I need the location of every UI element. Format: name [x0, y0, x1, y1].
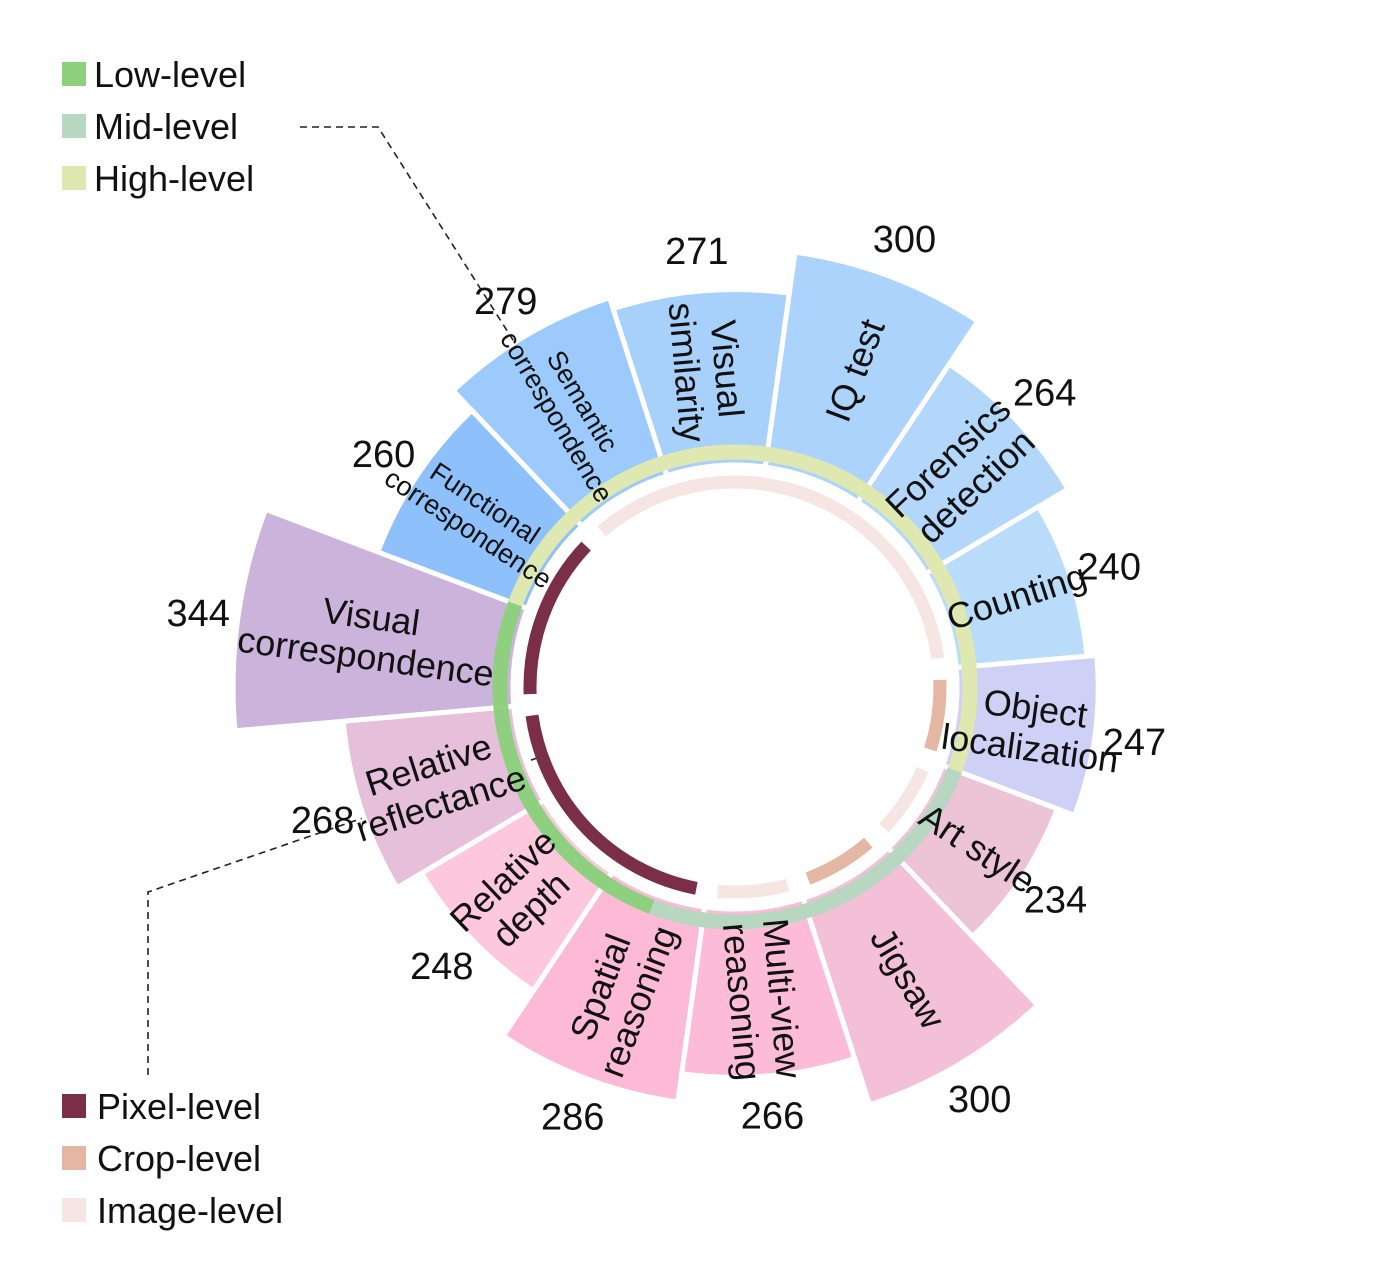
count-label-visual-correspondence: 344 [166, 593, 229, 635]
legend-granularity: Pixel-level Crop-level Image-level [62, 1086, 283, 1231]
count-label-object-localization: 247 [1103, 722, 1166, 764]
count-label-spatial-reasoning: 286 [541, 1096, 604, 1138]
category-label-line: Visual [703, 318, 752, 419]
segment-relative-reflectance [340, 703, 547, 891]
legend-item-high-level: High-level [62, 158, 254, 199]
count-label-counting: 240 [1078, 546, 1141, 588]
legend-level: Low-level Mid-level High-level [62, 54, 254, 199]
outer-ring-low-level [492, 601, 523, 709]
segment-semantic-correspondence [450, 295, 670, 529]
outer-ring-high-level [508, 444, 978, 773]
legend-swatch-pixel-level [62, 1094, 86, 1118]
level-ring-outer [492, 444, 978, 930]
category-label-multi-view-reasoning: Multi-viewreasoning [715, 917, 810, 1084]
granularity-ring-inner [523, 475, 947, 899]
legend-label-crop-level: Crop-level [97, 1138, 261, 1179]
legend-swatch-low-level [62, 62, 86, 86]
count-label-relative-depth: 248 [410, 946, 473, 988]
category-segments [230, 249, 1101, 1108]
count-label-visual-similarity: 271 [665, 231, 728, 273]
count-labels: 344 260 279 271 300 264 240 247 234 300 266 286 248 2… [166, 219, 1166, 1138]
segment-iq-test [762, 249, 981, 505]
inner-ring-crop-level [924, 679, 947, 752]
legend-swatch-high-level [62, 166, 86, 190]
legend-label-mid-level: Mid-level [94, 106, 238, 147]
count-label-jigsaw: 300 [948, 1079, 1011, 1121]
legend-label-high-level: High-level [94, 158, 254, 199]
inner-ring-pixel-level [525, 714, 698, 895]
count-label-art-style: 234 [1024, 880, 1087, 922]
count-label-relative-reflectance: 268 [291, 800, 354, 842]
legend-label-pixel-level: Pixel-level [97, 1086, 261, 1127]
legend-swatch-mid-level [62, 114, 86, 138]
segment-jigsaw [800, 845, 1041, 1108]
inner-ring-image-level [597, 475, 945, 660]
inner-ring-image-level [879, 766, 929, 833]
count-label-forensics-detection: 264 [1013, 372, 1076, 414]
inner-ring-image-level [717, 878, 790, 899]
inner-ring-pixel-level [523, 541, 591, 695]
legend-item-low-level: Low-level [62, 54, 246, 95]
legend-swatch-image-level [62, 1198, 86, 1222]
legend-item-image-level: Image-level [62, 1190, 283, 1231]
legend-swatch-crop-level [62, 1146, 86, 1170]
segment-spatial-reasoning [500, 869, 708, 1105]
count-label-multi-view-reasoning: 266 [741, 1096, 804, 1138]
legend-item-mid-level: Mid-level [62, 106, 238, 147]
legend-label-low-level: Low-level [94, 54, 246, 95]
count-label-iq-test: 300 [873, 219, 936, 261]
segment-object-localization [940, 652, 1101, 818]
legend-label-image-level: Image-level [97, 1190, 283, 1231]
outer-ring-low-level [493, 706, 655, 914]
count-label-semantic-correspondence: 279 [474, 281, 537, 323]
legend-item-crop-level: Crop-level [62, 1138, 261, 1179]
count-label-functional-correspondence: 260 [352, 434, 415, 476]
inner-ring-crop-level [805, 837, 873, 885]
segment-visual-correspondence [230, 506, 530, 734]
legend-item-pixel-level: Pixel-level [62, 1086, 261, 1127]
outer-ring-mid-level [649, 767, 962, 930]
